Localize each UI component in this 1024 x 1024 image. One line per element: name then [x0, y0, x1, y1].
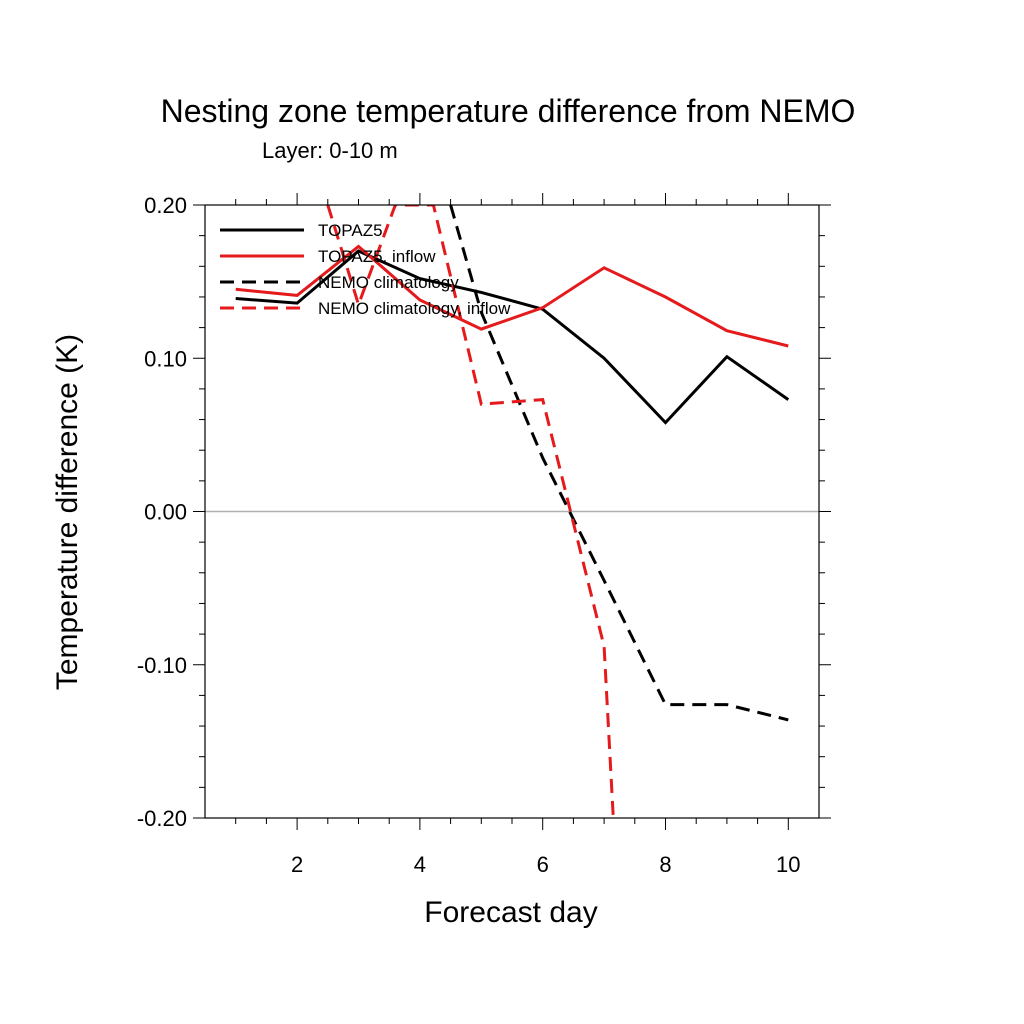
- legend: TOPAZ5 TOPAZ5, inflow NEMO climatology NEMO…: [220, 221, 511, 318]
- y-axis-label: Temperature difference (K): [51, 334, 84, 690]
- y-tick-label: 0.00: [144, 500, 187, 525]
- x-tick-label: 8: [659, 852, 671, 877]
- x-tick-label: 4: [414, 852, 426, 877]
- x-axis-label: Forecast day: [424, 896, 597, 929]
- legend-entry: NEMO climatology: [220, 273, 459, 292]
- series-layer: [235, 205, 790, 818]
- y-tick-label: 0.20: [144, 193, 187, 218]
- series-line-4: [326, 205, 615, 818]
- series-line-1: [235, 249, 790, 425]
- legend-label: TOPAZ5: [318, 221, 383, 240]
- legend-entry: NEMO climatology, inflow: [220, 299, 511, 318]
- legend-entry: TOPAZ5, inflow: [220, 247, 436, 266]
- tick-layer: 2 4 6 8 10 -0.20 -0.10 0.00 0.10 0.20: [137, 193, 831, 877]
- series-line-3: [449, 205, 789, 722]
- x-tick-label: 6: [537, 852, 549, 877]
- y-tick-label: -0.10: [137, 653, 187, 678]
- legend-label: NEMO climatology: [318, 273, 459, 292]
- series-line-2: [235, 244, 789, 348]
- legend-entry: TOPAZ5: [220, 221, 383, 240]
- y-tick-label: 0.10: [144, 346, 187, 371]
- legend-label: TOPAZ5, inflow: [318, 247, 436, 266]
- x-tick-label: 2: [291, 852, 303, 877]
- y-tick-label: -0.20: [137, 806, 187, 831]
- legend-label: NEMO climatology, inflow: [318, 299, 511, 318]
- chart-title: Nesting zone temperature difference from…: [161, 93, 856, 129]
- chart-subtitle: Layer: 0-10 m: [262, 138, 398, 163]
- x-tick-label: 10: [776, 852, 800, 877]
